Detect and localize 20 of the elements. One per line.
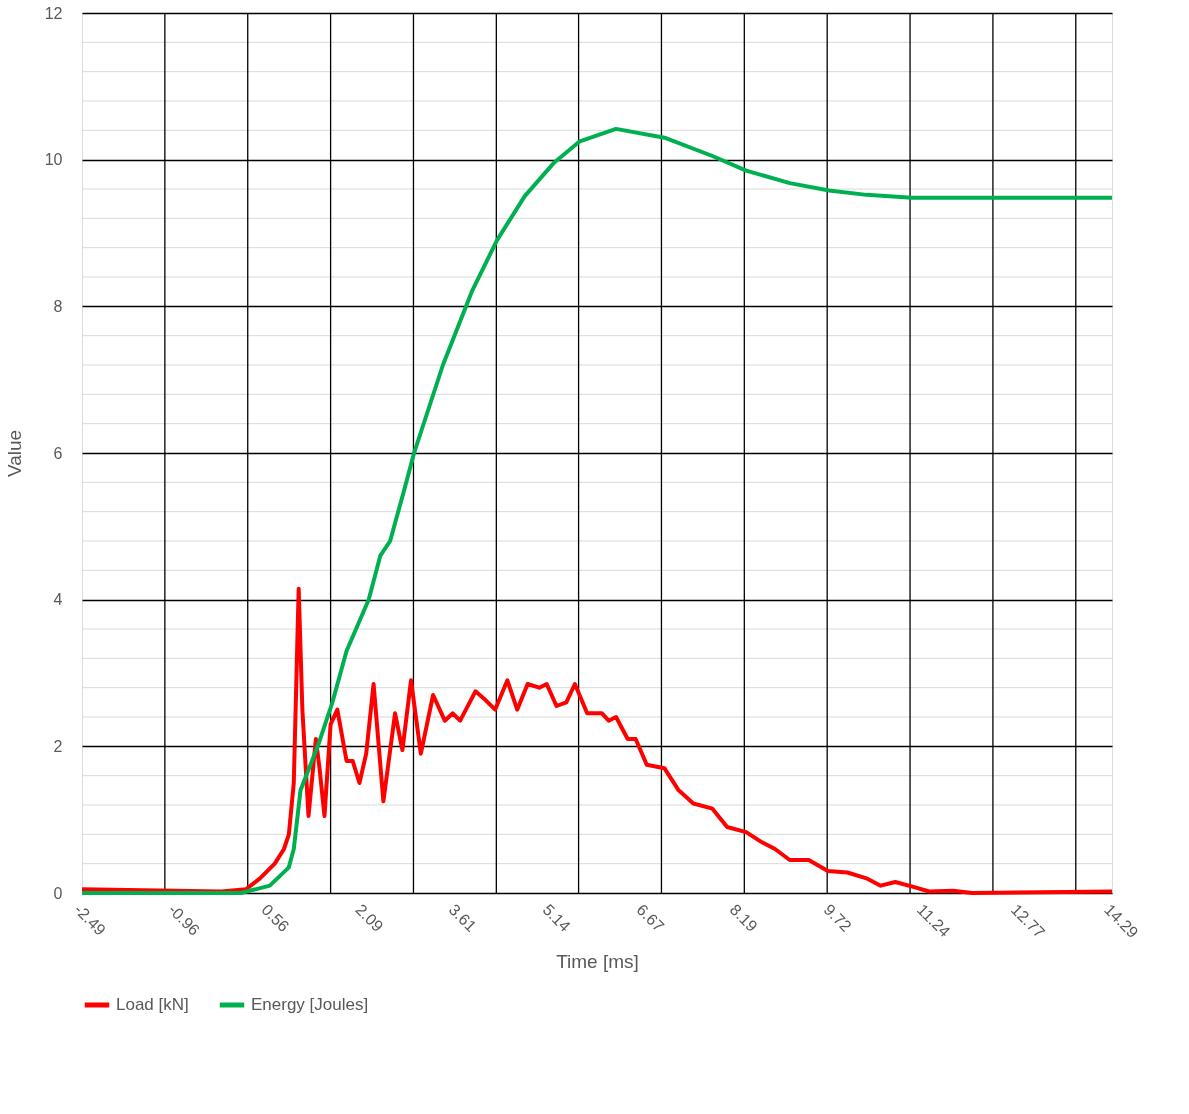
- x-axis-title: Time [ms]: [556, 951, 639, 973]
- x-tick-label: -2.49: [71, 900, 110, 939]
- x-tick-label: 5.14: [539, 900, 574, 935]
- y-tick-label: 4: [53, 591, 63, 609]
- x-tick-label: 0.56: [258, 900, 293, 935]
- y-tick-label: 8: [53, 297, 63, 315]
- y-tick-label: 2: [53, 737, 63, 755]
- x-tick-label: 8.19: [726, 900, 761, 935]
- x-tick-label: 2.09: [352, 900, 387, 935]
- x-tick-label: -0.96: [165, 900, 203, 939]
- x-tick-label: 6.67: [633, 900, 668, 935]
- legend-label: Load [kN]: [116, 995, 189, 1014]
- y-tick-label: 0: [53, 884, 63, 902]
- y-tick-label: 12: [44, 4, 63, 22]
- y-tick-label: 6: [53, 444, 63, 462]
- legend-label: Energy [Joules]: [251, 995, 369, 1014]
- y-tick-label: 10: [44, 151, 63, 169]
- line-series: [80, 126, 1114, 895]
- line-series: [80, 586, 1114, 895]
- y-axis-title: Value: [3, 429, 25, 478]
